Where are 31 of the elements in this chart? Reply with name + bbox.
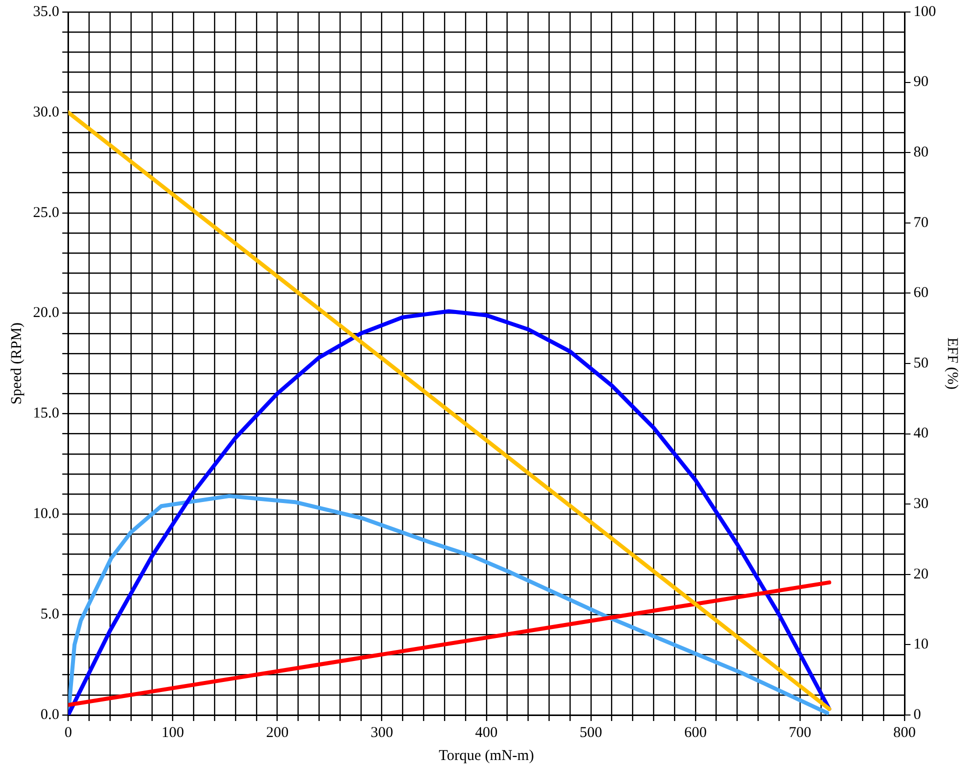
y2-tick-label: 80 <box>914 144 928 161</box>
x-tick-label: 700 <box>788 724 812 741</box>
y2-tick-label: 40 <box>914 426 928 442</box>
x-tick-label: 400 <box>475 724 498 741</box>
y2-tick-label: 30 <box>914 496 928 512</box>
y-tick-label: 35.0 <box>33 4 60 20</box>
y-tick-label: 0.0 <box>40 706 60 723</box>
y-axis-title: Speed (RPM) <box>8 322 25 405</box>
y2-tick-label: 100 <box>914 4 936 20</box>
y-tick-label: 15.0 <box>33 406 60 422</box>
x-axis-title: Torque (mN-m) <box>438 748 534 764</box>
y2-tick-label: 10 <box>914 636 928 653</box>
y2-tick-label: 0 <box>914 706 921 723</box>
y2-tick-label: 20 <box>914 566 928 582</box>
y2-axis-title: EFF (%) <box>944 337 960 390</box>
y-tick-label: 10.0 <box>33 506 60 522</box>
x-tick-label: 200 <box>266 724 289 741</box>
y-tick-label: 25.0 <box>33 204 60 221</box>
x-tick-label: 500 <box>580 724 602 741</box>
x-tick-label: 600 <box>684 724 707 741</box>
x-tick-label: 800 <box>893 724 916 741</box>
x-tick-label: 0 <box>64 724 72 741</box>
y-tick-label: 20.0 <box>33 305 60 322</box>
y2-tick-label: 70 <box>914 214 928 231</box>
x-tick-label: 300 <box>370 724 394 741</box>
y2-tick-label: 60 <box>914 285 928 302</box>
y2-tick-label: 90 <box>914 74 928 90</box>
y2-tick-label: 50 <box>914 355 928 372</box>
x-tick-label: 100 <box>162 724 184 741</box>
y-tick-label: 5.0 <box>40 606 60 623</box>
y-tick-label: 30.0 <box>33 104 60 120</box>
